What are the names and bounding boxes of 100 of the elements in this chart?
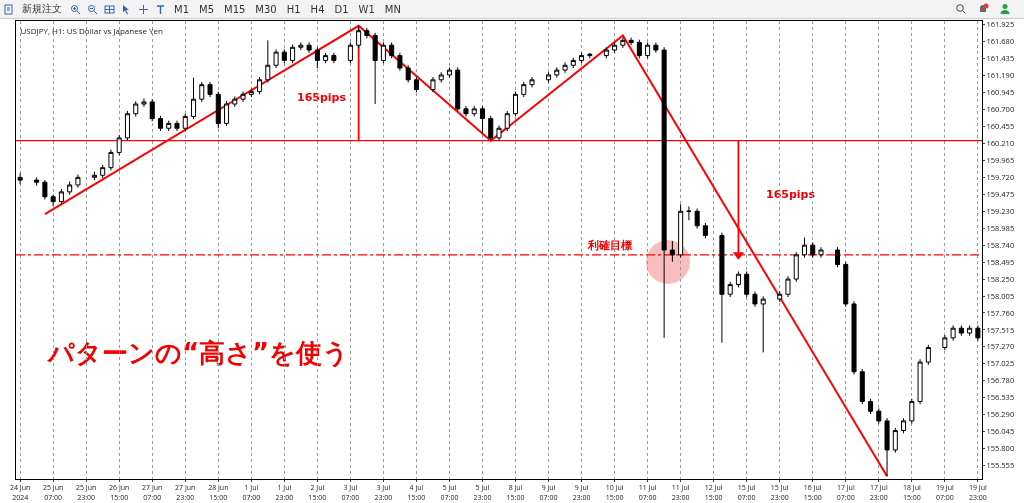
candlestick xyxy=(579,52,585,64)
candlestick xyxy=(100,164,106,179)
candlestick xyxy=(892,427,898,454)
candlestick xyxy=(496,124,502,142)
candlestick xyxy=(232,95,238,108)
candlestick xyxy=(834,246,841,268)
candlestick xyxy=(273,48,279,69)
candlestick xyxy=(793,251,799,283)
candlestick xyxy=(265,39,271,84)
candlestick xyxy=(925,344,931,366)
candlestick xyxy=(471,105,477,117)
candlestick xyxy=(653,41,659,54)
candlestick xyxy=(413,76,419,93)
candlestick xyxy=(777,291,783,303)
candlestick xyxy=(42,179,48,200)
candlestick xyxy=(281,48,287,64)
text: M30 xyxy=(254,3,278,15)
candlestick xyxy=(290,44,296,64)
candlestick xyxy=(488,115,494,142)
candlestick xyxy=(190,77,197,120)
candlestick xyxy=(735,270,741,288)
candlestick xyxy=(620,37,626,49)
candlestick xyxy=(438,71,444,84)
candlestick xyxy=(612,41,618,54)
candlestick xyxy=(182,113,188,132)
text: W1 xyxy=(357,3,376,15)
candlestick xyxy=(967,324,973,337)
candlestick xyxy=(116,134,122,156)
candlestick xyxy=(240,91,246,103)
candlestick xyxy=(504,110,510,132)
candlestick xyxy=(157,115,164,132)
candlestick xyxy=(224,100,230,127)
candlestick xyxy=(199,81,205,103)
annotation: 利確目標 xyxy=(588,238,632,253)
candlestick xyxy=(364,27,370,39)
candlestick xyxy=(818,246,824,259)
candlestick xyxy=(133,100,139,117)
candlestick xyxy=(901,417,907,434)
candlestick xyxy=(58,188,64,205)
candlestick xyxy=(859,368,865,405)
candlestick xyxy=(760,295,766,353)
candlestick xyxy=(397,52,403,72)
candlestick xyxy=(645,41,651,59)
candlestick xyxy=(562,62,568,74)
candlestick xyxy=(868,398,874,415)
candlestick xyxy=(512,91,519,117)
candlestick xyxy=(67,181,73,196)
candlestick xyxy=(851,300,857,376)
annotation: 165pips xyxy=(766,188,816,201)
candlestick xyxy=(389,41,395,59)
candlestick xyxy=(215,91,221,129)
candlestick xyxy=(463,105,469,117)
candlestick xyxy=(257,76,263,95)
text: MN xyxy=(383,3,402,15)
candlestick xyxy=(124,110,130,142)
candlestick xyxy=(603,46,609,59)
candlestick xyxy=(347,41,353,64)
candlestick xyxy=(75,174,81,189)
candlestick xyxy=(546,71,552,84)
candlestick xyxy=(570,57,576,69)
candlestick xyxy=(248,88,254,98)
annotation: 165pips xyxy=(297,91,347,104)
annotation: パターンの“高さ”を使う xyxy=(48,337,350,370)
candlestick xyxy=(529,76,535,88)
text: M1 xyxy=(173,3,190,15)
candlestick xyxy=(331,52,337,64)
candlestick xyxy=(455,66,461,113)
candlestick xyxy=(884,417,890,477)
candlestick xyxy=(661,46,667,339)
candlestick xyxy=(34,176,40,187)
candlestick xyxy=(174,120,180,132)
candlestick xyxy=(372,32,378,105)
candlestick xyxy=(810,241,816,259)
text: 新規注文 xyxy=(21,2,63,16)
candlestick xyxy=(744,270,750,298)
candlestick xyxy=(479,105,486,134)
candlestick xyxy=(950,324,956,342)
candlestick xyxy=(554,66,560,79)
candlestick xyxy=(207,81,213,98)
text: H1 xyxy=(285,3,302,15)
candlestick xyxy=(686,205,692,221)
candlestick xyxy=(702,222,708,239)
text: M15 xyxy=(223,3,247,15)
candlestick xyxy=(801,237,808,259)
candlestick xyxy=(430,76,436,93)
candlestick xyxy=(917,358,923,405)
text: M5 xyxy=(198,3,215,15)
text: USDJPY, H1: US Dollar vs Japanese Yen xyxy=(20,25,164,37)
candlestick xyxy=(306,41,312,54)
text: D1 xyxy=(333,3,350,15)
candlestick xyxy=(628,37,634,46)
candlestick xyxy=(942,334,948,351)
candlestick xyxy=(719,232,725,344)
candlestick xyxy=(843,261,849,308)
candlestick xyxy=(785,275,791,298)
text: H4 xyxy=(309,3,326,15)
candlestick xyxy=(446,66,452,79)
candlestick xyxy=(876,407,882,425)
candlestick xyxy=(636,39,642,59)
candlestick xyxy=(356,25,362,49)
